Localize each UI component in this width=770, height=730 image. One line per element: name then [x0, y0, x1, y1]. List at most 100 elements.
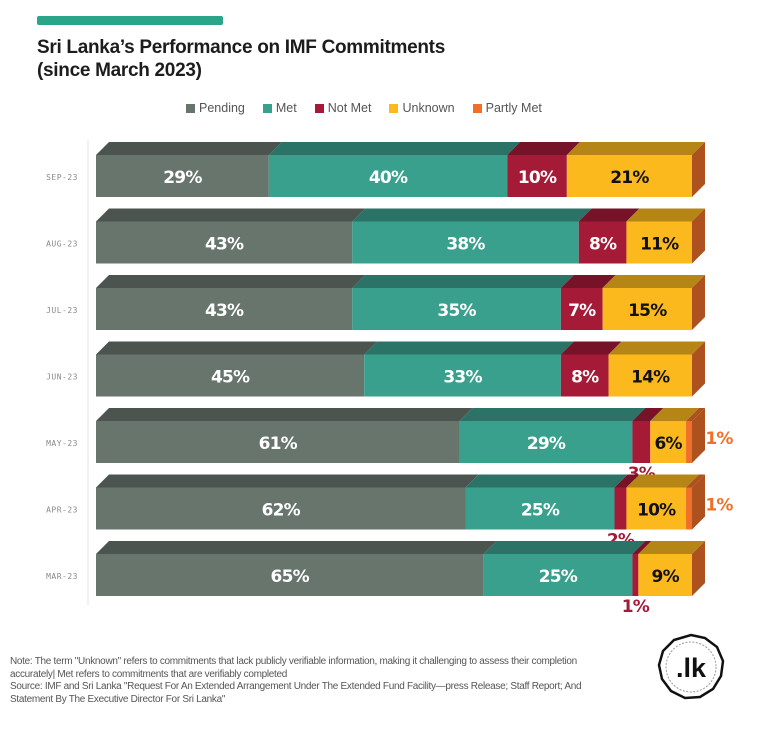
bar-top-pending — [96, 142, 282, 155]
bar-top-unknown — [566, 142, 705, 155]
category-label: AUG-23 — [46, 240, 78, 249]
bar-top-unknown — [602, 275, 705, 288]
bar-segment-not-met — [560, 288, 603, 330]
legend-swatch-pending — [186, 103, 195, 113]
data-label: 8% — [571, 368, 599, 388]
category-label: SEP-23 — [46, 173, 78, 182]
data-label: 10% — [637, 501, 676, 521]
bar-top-not-met — [614, 474, 640, 488]
data-label: 29% — [527, 434, 566, 454]
bar-top-met — [364, 341, 574, 355]
data-label: 14% — [631, 368, 670, 388]
category-label: MAY-23 — [46, 439, 78, 448]
bar-top-partly-met — [686, 474, 705, 488]
title-line-1: Sri Lanka’s Performance on IMF Commitmen… — [37, 37, 445, 58]
bar-segment-not-met — [507, 155, 567, 197]
logo-text: .lk — [676, 653, 707, 683]
bar-segment-met — [268, 155, 508, 197]
legend-label: Not Met — [327, 101, 372, 115]
bar-top-not-met — [632, 408, 664, 421]
bar-segment-pending — [96, 155, 269, 197]
data-label: 25% — [539, 567, 578, 587]
legend-item-not-met: Not Met — [314, 101, 372, 115]
category-label: MAR-23 — [46, 572, 78, 581]
category-label: JUN-23 — [46, 373, 78, 382]
data-label: 15% — [628, 301, 667, 321]
data-label: 1% — [705, 429, 733, 449]
bar-segment-unknown — [608, 354, 692, 397]
bar-top-met — [352, 275, 574, 288]
bar-segment-pending — [96, 487, 466, 530]
bar-top-met — [352, 208, 592, 222]
bar-segment-not-met — [632, 554, 639, 596]
legend-label: Met — [275, 101, 297, 115]
bar-segment-pending — [96, 554, 484, 596]
bar-top-not-met — [560, 341, 622, 355]
legend-item-unknown: Unknown — [389, 101, 455, 115]
bar-side — [692, 275, 705, 330]
bar-top-met — [459, 408, 646, 421]
data-label: 29% — [163, 168, 202, 188]
bar-segment-met — [459, 421, 633, 463]
data-label: 9% — [652, 567, 680, 587]
lk-logo: .lk — [657, 633, 725, 700]
bar-top-met — [483, 541, 646, 554]
bar-side — [692, 474, 705, 530]
data-label: 1% — [622, 597, 650, 617]
bar-segment-pending — [96, 354, 365, 397]
bar-segment-met — [483, 554, 633, 596]
bar-segment-unknown — [602, 288, 692, 330]
bar-top-unknown — [626, 208, 705, 222]
bar-segment-partly-met — [686, 421, 692, 463]
chart-title: Sri Lanka’s Performance on IMF Commitmen… — [37, 36, 445, 82]
bar-segment-partly-met — [686, 487, 692, 530]
bar-segment-met — [352, 221, 579, 264]
legend-label: Partly Met — [485, 101, 542, 115]
legend-label: Unknown — [402, 101, 455, 115]
legend-swatch-unknown — [389, 103, 399, 113]
bar-side — [692, 341, 705, 397]
bar-side — [692, 541, 705, 596]
legend-swatch-not-met — [314, 103, 324, 113]
data-label: 21% — [610, 168, 649, 188]
data-label: 43% — [205, 235, 244, 255]
data-label: 45% — [211, 368, 250, 388]
bar-segment-not-met — [614, 487, 627, 530]
bar-top-not-met — [560, 275, 616, 288]
bar-segment-pending — [96, 288, 353, 330]
data-label: 43% — [205, 301, 244, 321]
data-label: 8% — [589, 235, 617, 255]
bar-top-pending — [96, 208, 366, 222]
bar-segment-pending — [96, 221, 353, 264]
data-label: 61% — [259, 434, 298, 454]
legend-item-partly-met: Partly Met — [472, 101, 542, 115]
data-label: 6% — [655, 434, 683, 454]
legend-item-met: Met — [262, 101, 297, 115]
legend-swatch-partly-met — [472, 103, 482, 113]
data-label: 35% — [437, 301, 476, 321]
bar-segment-unknown — [626, 487, 687, 530]
bar-side — [692, 408, 705, 463]
data-label: 10% — [518, 168, 557, 188]
bar-top-pending — [96, 541, 497, 554]
data-label: 33% — [443, 368, 482, 388]
footnote: Note: The term "Unknown" refers to commi… — [10, 656, 610, 706]
bar-top-pending — [96, 408, 473, 421]
legend-swatch-met — [262, 103, 272, 113]
bar-segment-not-met — [632, 421, 651, 463]
bar-segment-pending — [96, 421, 460, 463]
bar-segment-unknown — [638, 554, 692, 596]
bar-segment-not-met — [578, 221, 627, 264]
bar-top-unknown — [650, 408, 700, 421]
bar-segment-unknown — [626, 221, 692, 264]
data-label: 25% — [521, 501, 560, 521]
data-label: 40% — [369, 168, 408, 188]
bar-segment-met — [352, 288, 561, 330]
bar-top-met — [268, 142, 521, 155]
legend: Pending Met Not Met Unknown Partly Met — [186, 101, 542, 115]
bar-top-not-met — [507, 142, 580, 155]
footnote-note: Note: The term "Unknown" refers to commi… — [10, 656, 577, 680]
data-label: 38% — [446, 235, 485, 255]
bar-top-not-met — [632, 541, 652, 554]
data-label: 65% — [271, 567, 310, 587]
